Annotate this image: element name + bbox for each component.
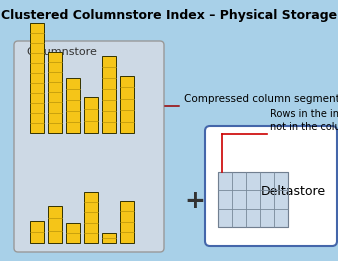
Bar — [120, 76, 134, 133]
Bar — [30, 221, 44, 243]
Bar — [66, 78, 80, 133]
Bar — [48, 52, 62, 133]
Text: Compressed column segments: Compressed column segments — [184, 94, 338, 104]
Bar — [30, 23, 44, 133]
FancyBboxPatch shape — [14, 41, 164, 252]
Bar — [84, 97, 98, 133]
Text: Clustered Columnstore Index – Physical Storage: Clustered Columnstore Index – Physical S… — [1, 9, 337, 22]
Text: Rows in the index, but
not in the columnstore: Rows in the index, but not in the column… — [270, 109, 338, 132]
FancyBboxPatch shape — [205, 126, 337, 246]
Bar — [102, 233, 116, 243]
Bar — [48, 206, 62, 243]
Bar — [66, 223, 80, 243]
Bar — [120, 201, 134, 243]
Bar — [102, 56, 116, 133]
Bar — [218, 172, 288, 227]
Text: Columnstore: Columnstore — [26, 47, 97, 57]
Bar — [84, 192, 98, 243]
Text: +: + — [185, 189, 206, 213]
Text: Deltastore: Deltastore — [260, 185, 325, 198]
